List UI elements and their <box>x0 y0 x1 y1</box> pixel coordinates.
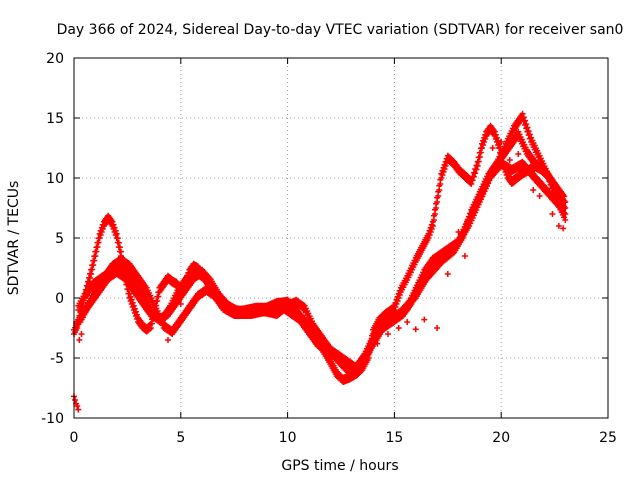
outlier-point <box>72 397 79 403</box>
data-point <box>562 217 569 223</box>
outlier-point <box>560 225 567 232</box>
outlier-point <box>489 145 496 151</box>
outlier-point <box>78 331 85 337</box>
x-tick-label: 20 <box>492 430 510 446</box>
data-point <box>522 117 529 124</box>
data-point <box>524 124 531 131</box>
outlier-point <box>455 229 462 235</box>
data-point <box>126 290 133 297</box>
data-point <box>128 296 135 303</box>
outlier-point <box>374 340 381 347</box>
x-tick-label: 25 <box>599 430 617 446</box>
x-tick-label: 15 <box>385 430 403 446</box>
data-point <box>525 127 532 134</box>
data-point <box>127 293 134 300</box>
outlier-point <box>412 326 419 333</box>
data-point <box>110 221 117 228</box>
data-point <box>561 205 568 212</box>
outlier-point <box>536 193 543 199</box>
outlier-point <box>530 187 537 193</box>
data-point <box>493 134 500 141</box>
data-point <box>492 131 499 138</box>
data-points <box>71 110 569 413</box>
x-tick-label: 5 <box>176 430 185 446</box>
outlier-point <box>555 223 562 229</box>
data-point <box>547 177 554 184</box>
y-tick-label: 15 <box>46 111 64 127</box>
data-point <box>562 199 569 205</box>
data-point <box>114 235 121 242</box>
outlier-point <box>75 406 82 413</box>
y-tick-label: 0 <box>55 291 64 307</box>
data-point <box>519 110 526 117</box>
x-tick-label: 0 <box>70 430 79 446</box>
outlier-point <box>421 316 428 323</box>
data-point <box>491 128 498 135</box>
data-point <box>134 311 141 318</box>
outlier-point <box>506 157 513 163</box>
outlier-point <box>434 325 441 331</box>
data-point <box>545 170 552 177</box>
y-tick-label: -5 <box>50 351 64 367</box>
outlier-point <box>461 253 468 259</box>
x-tick-label: 10 <box>279 430 297 446</box>
outlier-point <box>359 355 366 361</box>
data-point <box>546 174 553 181</box>
data-point <box>562 211 569 217</box>
data-point <box>428 221 435 228</box>
data-point <box>551 187 558 194</box>
data-point <box>115 239 122 246</box>
outlier-point <box>74 403 81 409</box>
data-point <box>113 230 120 237</box>
y-axis-label: SDTVAR / TECUs <box>6 181 22 296</box>
x-axis-label: GPS time / hours <box>281 458 398 474</box>
data-point <box>109 218 116 225</box>
chart-title: Day 366 of 2024, Sidereal Day-to-day VTE… <box>57 22 624 38</box>
y-tick-label: -10 <box>41 411 64 427</box>
data-point <box>548 181 555 188</box>
data-point <box>117 248 124 255</box>
outlier-point <box>177 301 184 307</box>
data-point <box>523 121 530 128</box>
outlier-point <box>444 271 451 277</box>
outlier-point <box>76 337 83 343</box>
data-point <box>300 301 307 308</box>
data-point <box>550 184 557 191</box>
data-point <box>130 302 137 309</box>
outlier-point <box>384 331 391 337</box>
y-tick-label: 5 <box>55 231 64 247</box>
data-point <box>116 244 123 251</box>
y-tick-label: 20 <box>46 51 64 67</box>
data-point <box>112 227 119 234</box>
y-tick-label: 10 <box>46 171 64 187</box>
data-point <box>131 305 138 312</box>
outlier-point <box>549 211 556 217</box>
outlier-point <box>404 319 411 325</box>
data-point <box>494 137 501 144</box>
outlier-point <box>164 337 171 343</box>
outlier-point <box>521 163 528 169</box>
data-point <box>526 131 533 138</box>
outlier-point <box>515 151 522 157</box>
data-point <box>129 299 136 306</box>
axis-ticks: 0 5 10 15 20 25 -10 -5 0 5 10 15 20 <box>41 51 617 446</box>
outlier-point <box>365 349 372 355</box>
data-point <box>132 308 139 315</box>
data-point <box>520 114 527 121</box>
outlier-point <box>395 325 402 331</box>
data-point <box>111 224 118 231</box>
data-point <box>561 193 568 200</box>
outlier-point <box>498 139 505 145</box>
